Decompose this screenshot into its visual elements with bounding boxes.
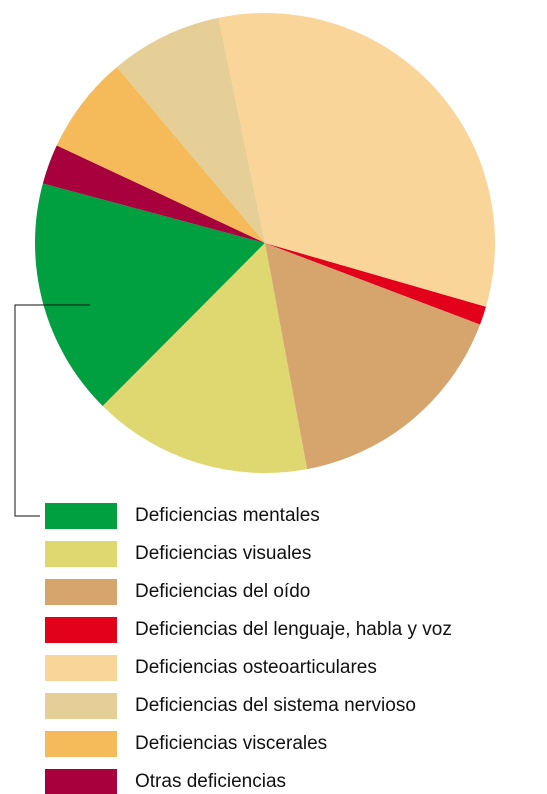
pie-slice <box>116 17 265 243</box>
legend-swatch <box>45 769 117 794</box>
pie-slice <box>102 243 308 474</box>
legend-label: Deficiencias viscerales <box>135 733 327 754</box>
legend-swatch <box>45 617 117 643</box>
legend-swatch <box>45 503 117 529</box>
legend-label: Deficiencias del lenguaje, habla y voz <box>135 619 452 640</box>
legend-swatch <box>45 655 117 681</box>
pie-slice <box>35 183 266 406</box>
pie-slice <box>265 243 487 325</box>
legend-label: Deficiencias osteoarticulares <box>135 657 377 678</box>
pie <box>35 13 496 474</box>
legend-swatch <box>45 541 117 567</box>
pie-slice <box>265 243 481 470</box>
pie-slice <box>42 145 265 243</box>
legend-swatch <box>45 731 117 757</box>
legend-label: Deficiencias del sistema nervioso <box>135 695 416 716</box>
legend-label: Otras deficiencias <box>135 771 286 792</box>
legend-label: Deficiencias mentales <box>135 505 320 526</box>
legend-swatch <box>45 579 117 605</box>
legend-swatch <box>45 693 117 719</box>
leader-line <box>14 304 90 517</box>
pie-slice <box>218 13 496 307</box>
legend-label: Deficiencias del oído <box>135 581 310 602</box>
pie-slice <box>56 67 265 243</box>
legend-label: Deficiencias visuales <box>135 543 311 564</box>
